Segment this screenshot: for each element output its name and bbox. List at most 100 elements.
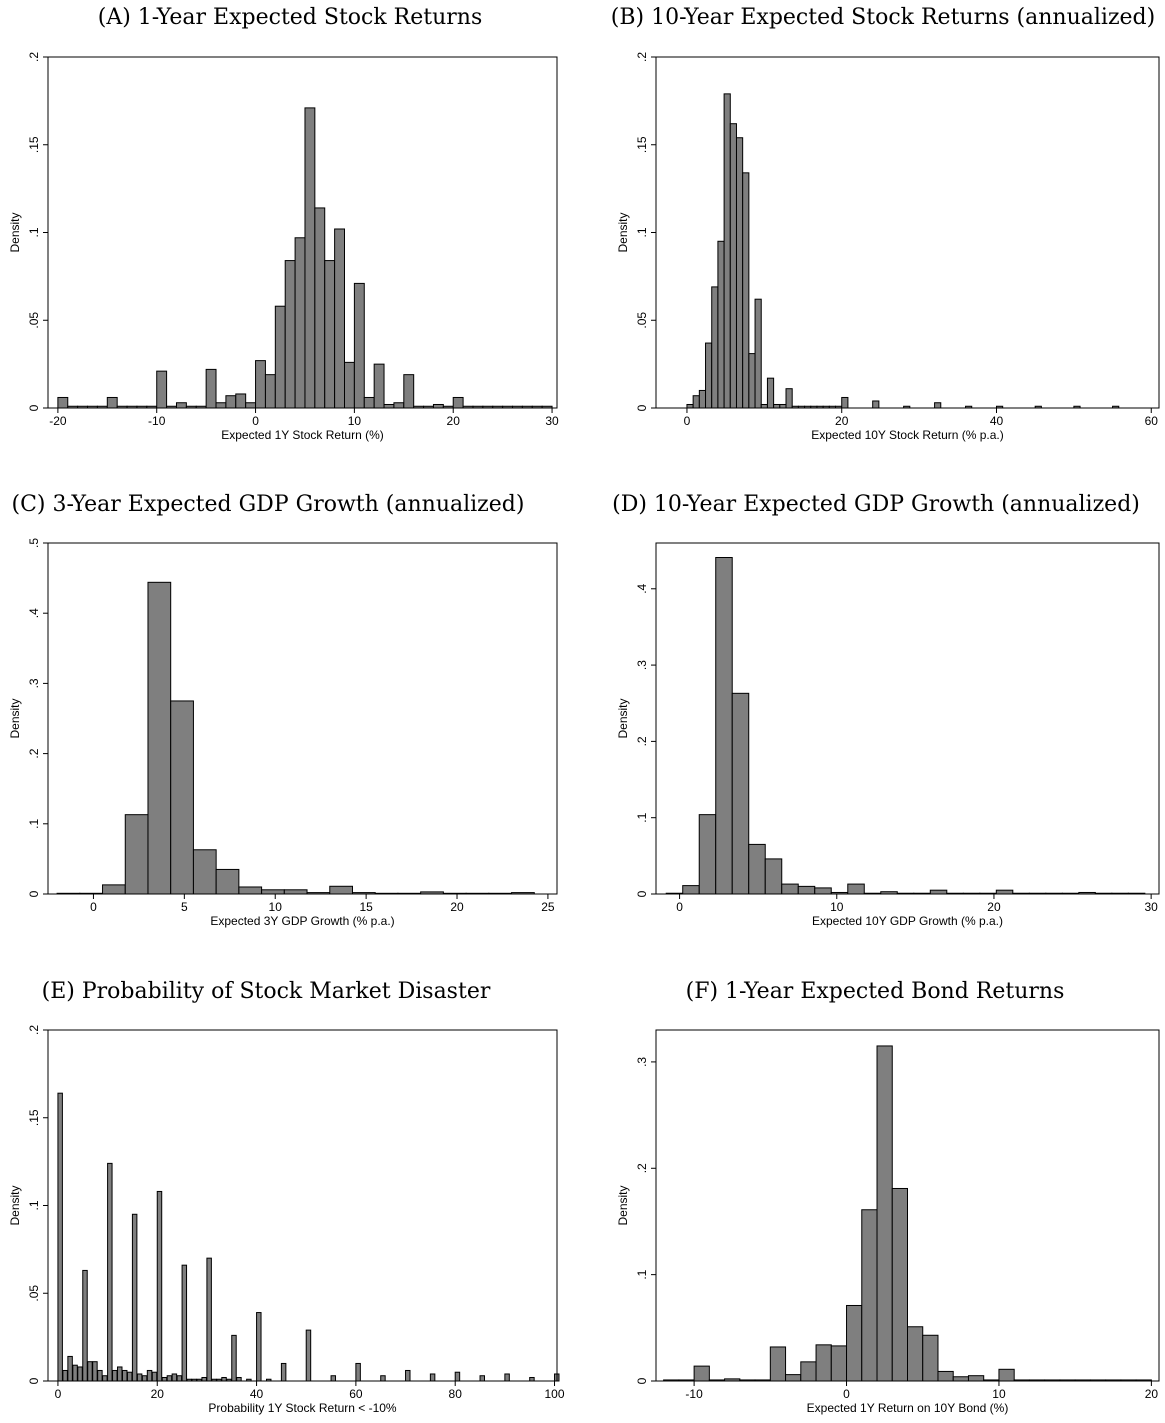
- y-axis-label: Density: [616, 1185, 630, 1225]
- histogram-bar: [952, 1376, 969, 1382]
- histogram-bar: [715, 557, 733, 895]
- histogram-bar: [748, 353, 756, 409]
- x-tick-label: 10: [269, 900, 283, 914]
- histogram-bar: [355, 1362, 361, 1382]
- histogram-bar: [151, 1371, 158, 1382]
- histogram-bar: [235, 393, 247, 409]
- y-tick-label: .1: [27, 227, 41, 237]
- x-tick-label: 80: [449, 1387, 463, 1401]
- histogram-bar: [206, 1257, 212, 1382]
- histogram-bar: [454, 1371, 461, 1382]
- bars: [57, 1092, 560, 1382]
- histogram-bar: [294, 237, 306, 409]
- histogram-bar: [380, 1375, 386, 1382]
- histogram-bar: [245, 402, 257, 409]
- x-axis-label: Expected 10Y GDP Growth (% p.a.): [812, 914, 1003, 928]
- x-tick-label: 30: [1144, 900, 1158, 914]
- histogram-bar: [231, 1334, 237, 1382]
- y-tick-label: 0: [27, 404, 41, 411]
- histogram-bar: [861, 1209, 878, 1382]
- x-axis-label: Expected 1Y Stock Return (%): [221, 428, 384, 442]
- histogram-bar: [779, 403, 787, 409]
- histogram-bar: [131, 1213, 138, 1382]
- histogram-bar: [479, 1375, 485, 1382]
- y-tick-label: .4: [635, 583, 649, 593]
- histogram-bar: [156, 370, 168, 409]
- histogram-bar: [261, 889, 285, 895]
- histogram-bar: [742, 172, 750, 409]
- histogram-bar: [686, 403, 694, 409]
- histogram-bar: [698, 814, 717, 895]
- panel-a: (A) 1-Year Expected Stock Returns -20 -10 0…: [8, 5, 559, 442]
- histogram-bar: [62, 1369, 68, 1382]
- histogram-bar: [225, 395, 237, 409]
- histogram-bar: [121, 1369, 128, 1382]
- x-tick-label: 10: [348, 414, 362, 428]
- histogram-bar: [682, 885, 700, 895]
- histogram-bar: [769, 1346, 787, 1382]
- x-tick-label: 5: [181, 900, 188, 914]
- histogram-bar: [764, 858, 783, 895]
- histogram-bar: [760, 403, 768, 409]
- histogram-bar: [847, 883, 865, 895]
- x-tick-label: 20: [835, 414, 849, 428]
- y-tick-label: .2: [27, 1025, 41, 1035]
- histogram-bar: [334, 228, 345, 409]
- histogram-bar: [723, 93, 731, 409]
- y-tick-label: .3: [635, 1057, 649, 1067]
- x-axis-label: Probability 1Y Stock Return < -10%: [208, 1401, 397, 1415]
- y-axis-label: Density: [8, 212, 22, 252]
- histogram-bar: [126, 1371, 133, 1382]
- bars: [57, 107, 553, 409]
- panel-title: (C) 3-Year Expected GDP Growth (annualiz…: [12, 492, 525, 517]
- panel-d: (D) 10-Year Expected GDP Growth (annuali…: [612, 492, 1160, 928]
- histogram-bar: [872, 400, 880, 409]
- y-tick-label: .15: [27, 1109, 41, 1126]
- plot-frame: [47, 542, 558, 895]
- histogram-bar: [967, 1375, 985, 1382]
- x-tick-label: -10: [148, 414, 166, 428]
- x-axis-label: Expected 1Y Return on 10Y Bond (%): [807, 1401, 1009, 1415]
- panel-title: (B) 10-Year Expected Stock Returns (annu…: [611, 5, 1155, 30]
- histogram-bar: [92, 1361, 98, 1382]
- y-tick-label: .3: [635, 660, 649, 670]
- y-axis-label: Density: [8, 698, 22, 738]
- histogram-bar: [504, 1373, 510, 1382]
- histogram-bar: [314, 207, 326, 409]
- panel-f: (F) 1-Year Expected Bond Returns -10 0 10 20…: [616, 979, 1160, 1415]
- histogram-bar: [729, 123, 737, 409]
- histogram-bar: [830, 1345, 848, 1382]
- histogram-bar: [304, 107, 316, 409]
- y-tick-label: .05: [27, 1285, 41, 1302]
- histogram-bar: [363, 396, 375, 409]
- panel-title: (A) 1-Year Expected Stock Returns: [98, 5, 483, 30]
- histogram-bar: [383, 403, 395, 409]
- histogram-bar: [891, 1187, 909, 1382]
- histogram-bar: [344, 361, 355, 409]
- x-tick-label: 0: [684, 414, 691, 428]
- histogram-bar: [264, 374, 276, 409]
- histogram-bar: [280, 1362, 287, 1382]
- panel-e: (E) Probability of Stock Market Disaster…: [8, 979, 565, 1415]
- histogram-bar: [192, 849, 217, 895]
- y-tick-label: .2: [635, 52, 649, 62]
- histogram-bar: [929, 889, 948, 895]
- histogram-bar: [373, 363, 385, 409]
- histogram-bar: [735, 137, 744, 409]
- histogram-bar: [781, 883, 799, 895]
- histogram-bar: [698, 389, 707, 409]
- histogram-bar: [201, 1376, 207, 1382]
- x-tick-label: 20: [447, 414, 461, 428]
- y-axis-label: Density: [8, 1185, 22, 1225]
- y-tick-label: .1: [27, 818, 41, 828]
- histogram-bar: [452, 396, 464, 409]
- plot-frame: [655, 1029, 1160, 1382]
- histogram-bar: [711, 286, 719, 409]
- y-tick-label: 0: [27, 890, 41, 897]
- histogram-bar: [815, 1344, 832, 1382]
- x-tick-label: 0: [676, 900, 683, 914]
- x-tick-label: 40: [990, 414, 1004, 428]
- histogram-bar: [773, 403, 781, 409]
- histogram-bar: [238, 886, 263, 895]
- histogram-bar: [529, 1376, 535, 1382]
